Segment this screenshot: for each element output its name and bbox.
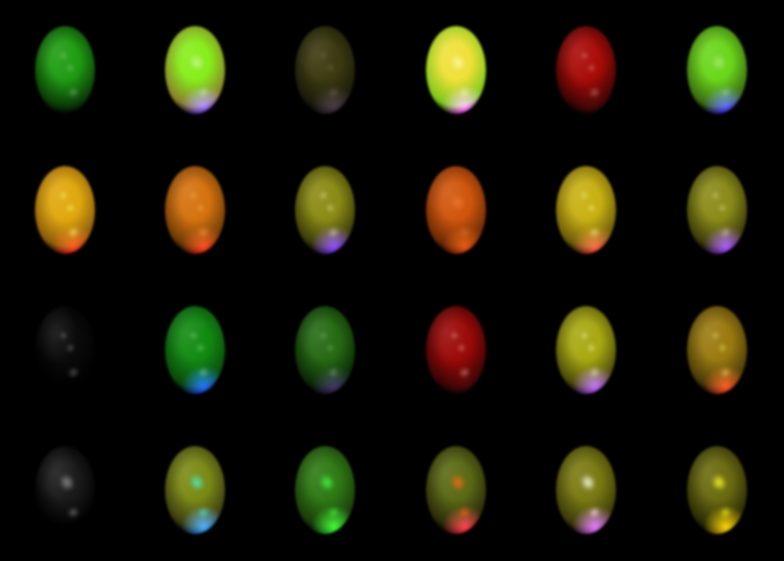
sphere [426, 446, 486, 534]
specular-highlight [60, 332, 67, 339]
sphere-cell [391, 280, 521, 420]
sphere-cell [0, 0, 130, 140]
sphere [556, 166, 616, 254]
sphere [426, 166, 486, 254]
sphere-cell [0, 420, 130, 560]
sphere-cell [652, 280, 782, 420]
specular-highlight [327, 204, 334, 212]
specular-highlight [60, 52, 67, 59]
specular-highlight [327, 344, 334, 352]
specular-highlight [458, 344, 465, 352]
specular-highlight [581, 332, 588, 339]
specular-highlight [190, 192, 197, 199]
specular-highlight [719, 204, 726, 212]
sphere-cell [0, 280, 130, 420]
sphere-cell [391, 140, 521, 280]
sphere [295, 446, 355, 534]
sphere-cell [652, 0, 782, 140]
specular-highlight [588, 344, 595, 352]
sphere-cell [521, 420, 651, 560]
sphere-cell [260, 0, 390, 140]
specular-highlight [581, 192, 588, 199]
specular-highlight [719, 344, 726, 352]
specular-highlight [320, 192, 327, 199]
specular-highlight [588, 64, 595, 72]
sphere-cell [391, 420, 521, 560]
sphere [556, 26, 616, 114]
specular-highlight [197, 344, 204, 352]
sphere-cell [521, 140, 651, 280]
specular-highlight [67, 204, 74, 212]
sphere [556, 306, 616, 394]
specular-highlight [712, 192, 719, 199]
sphere [687, 446, 747, 534]
sphere-cell [652, 140, 782, 280]
specular-highlight [327, 64, 334, 72]
sphere-cell [0, 140, 130, 280]
sphere [165, 446, 225, 534]
specular-highlight [712, 332, 719, 339]
sphere [687, 26, 747, 114]
sphere-cell [130, 420, 260, 560]
sphere [165, 166, 225, 254]
sphere [426, 26, 486, 114]
specular-highlight [67, 344, 74, 352]
sphere [165, 26, 225, 114]
sphere-cell [260, 140, 390, 280]
sphere-cell [130, 0, 260, 140]
specular-highlight [451, 332, 458, 339]
specular-highlight [588, 204, 595, 212]
sphere-cell [260, 280, 390, 420]
specular-highlight [60, 192, 67, 199]
sphere [295, 26, 355, 114]
sphere-cell [130, 280, 260, 420]
specular-highlight [320, 332, 327, 339]
specular-highlight [581, 52, 588, 59]
sphere [35, 26, 95, 114]
sphere [687, 166, 747, 254]
sphere-cell [391, 0, 521, 140]
sphere-cell [260, 420, 390, 560]
sphere [295, 306, 355, 394]
sphere-cell [130, 140, 260, 280]
sphere [35, 306, 95, 394]
sphere [295, 166, 355, 254]
sphere [35, 446, 95, 534]
sphere [165, 306, 225, 394]
specular-highlight [190, 332, 197, 339]
specular-highlight [197, 204, 204, 212]
sphere [426, 306, 486, 394]
specular-highlight [320, 52, 327, 59]
sphere-cell [652, 420, 782, 560]
sphere [35, 166, 95, 254]
sphere-cell [521, 280, 651, 420]
sphere-cell [521, 0, 651, 140]
sphere [687, 306, 747, 394]
specular-highlight [67, 64, 74, 72]
sphere [556, 446, 616, 534]
